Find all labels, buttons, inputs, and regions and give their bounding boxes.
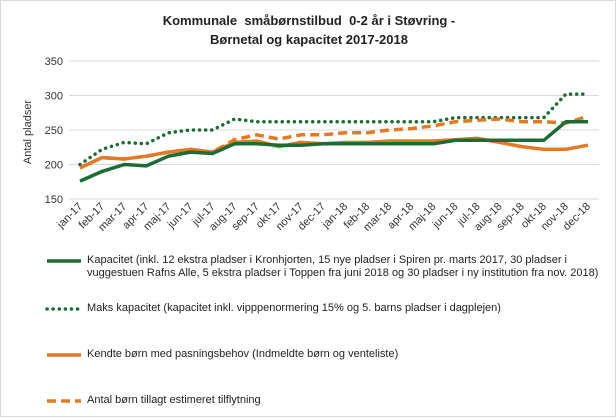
y-tick-label: 150: [45, 194, 63, 206]
y-tick-label: 300: [45, 91, 63, 103]
chart-title-line-1: Kommunale småbørnstilbud 0-2 år i Støvri…: [162, 13, 456, 28]
y-tick-label: 350: [45, 56, 63, 68]
legend-label-maks-kapacitet: Maks kapacitet (kapacitet inkl. vipppeno…: [87, 302, 501, 314]
legend-label-kendte-boern: Kendte børn med pasningsbehov (Indmeldte…: [87, 348, 399, 360]
legend-swatch-kapacitet: [47, 259, 81, 263]
legend-swatch-maks-kapacitet: [45, 307, 83, 311]
y-axis-label: Antal pladser: [22, 100, 34, 165]
y-tick-label: 200: [45, 160, 63, 172]
series-line-1: [78, 92, 590, 167]
chart-title: Kommunale småbørnstilbud 0-2 år i Støvri…: [71, 11, 547, 49]
legend-swatch-estimeret-tilflytning: [47, 399, 81, 403]
legend-swatch-kendte-boern: [47, 353, 81, 357]
series-line-0: [79, 119, 588, 183]
legend-label-estimeret-tilflytning: Antal børn tillagt estimeret tilflytning: [87, 394, 261, 406]
legend-label-kapacitet: Kapacitet (inkl. 12 ekstra pladser i Kro…: [87, 254, 599, 279]
chart-title-line-2: Børnetal og kapacitet 2017-2018: [210, 32, 408, 47]
y-tick-label: 250: [45, 125, 63, 137]
